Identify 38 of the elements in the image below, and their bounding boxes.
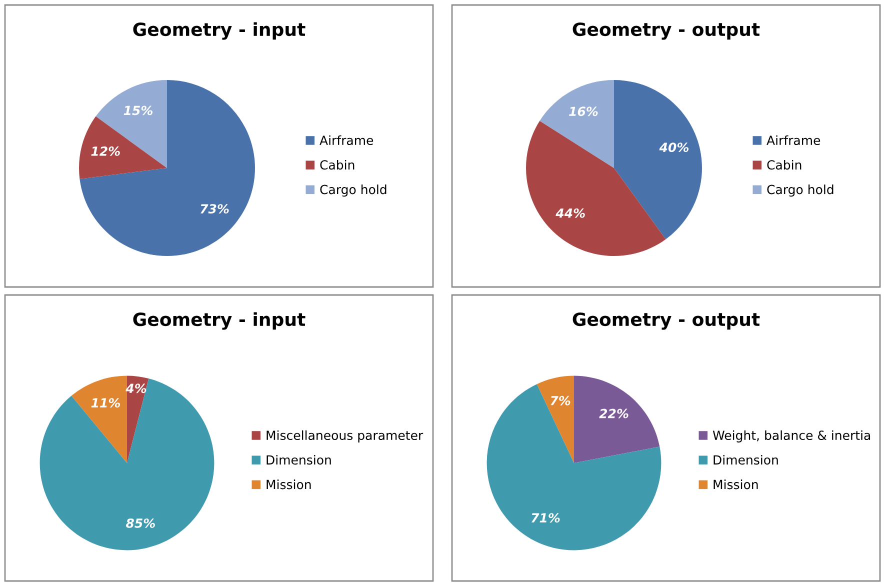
pie-slice [127,376,149,463]
data-label: 11% [91,398,120,408]
legend-label: Cargo hold [767,184,834,197]
legend-label: Mission [714,480,758,490]
pie-slice [80,80,255,256]
pie-slice [40,378,214,550]
data-label: 73% [200,204,229,214]
data-label: 40% [659,142,689,152]
pie-slice [71,376,127,463]
chart-title: Geometry - input [133,22,306,40]
chart-title: Geometry - output [572,22,760,40]
pie-slice [536,376,574,463]
data-label: 44% [556,208,585,218]
data-label: 16% [569,106,598,116]
data-label: 85% [126,518,155,528]
legend-label: Dimension [266,454,331,465]
pie-slice [486,384,662,550]
pie-slice [574,376,660,463]
legend-label: Cargo hold [320,184,386,197]
legend-label: Cabin [767,160,802,170]
data-label: 71% [532,513,560,523]
legend-label: Airframe [320,135,374,146]
data-label: 12% [91,146,120,156]
pie-slice [540,80,614,168]
legend-label: Miscellaneous parameter [266,430,424,442]
data-label: 4% [126,384,146,394]
data-label: 22% [599,408,628,418]
chart-title: Geometry - input [133,312,306,330]
legend-label: Airframe [766,135,820,146]
legend-label: Dimension [714,454,778,465]
data-label: 7% [550,396,570,406]
chart-title: Geometry - output [572,312,760,330]
pie-slice [614,80,702,240]
pie-slice [79,116,167,180]
legend-label: Weight, balance & inertia [712,430,870,442]
legend-label: Mission [266,480,311,490]
data-label: 15% [124,106,153,116]
legend-label: Cabin [320,160,354,170]
